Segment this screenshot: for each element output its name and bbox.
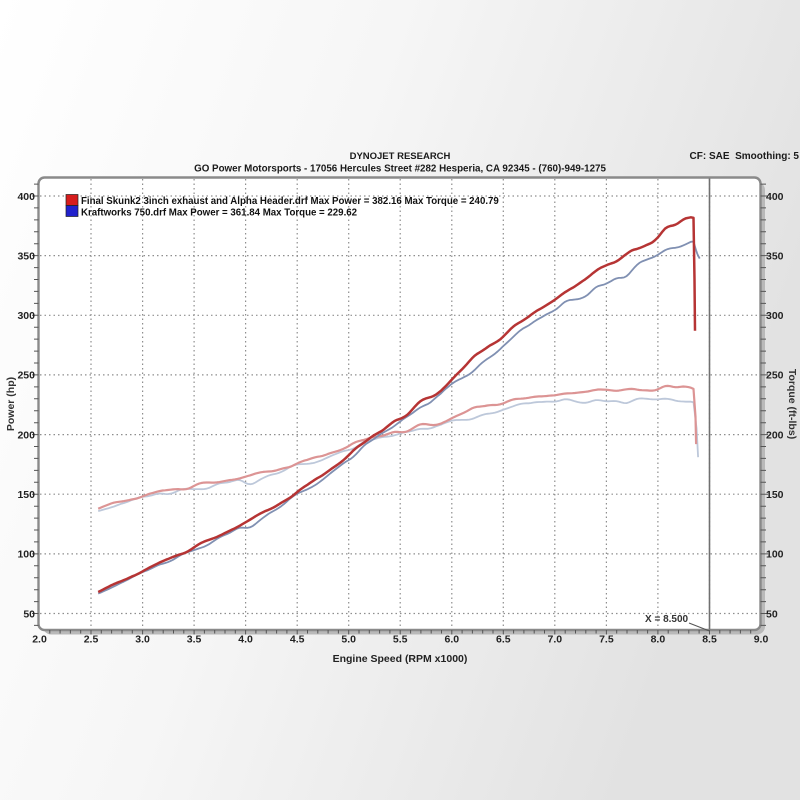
svg-text:6.0: 6.0 — [444, 634, 459, 646]
svg-text:CF: SAE Smoothing: 5: CF: SAE Smoothing: 5 — [690, 151, 800, 162]
svg-text:7.5: 7.5 — [599, 634, 614, 646]
svg-text:Torque (ft-lbs): Torque (ft-lbs) — [786, 369, 798, 439]
svg-text:5.5: 5.5 — [393, 634, 408, 646]
svg-text:50: 50 — [766, 608, 778, 620]
svg-text:6.5: 6.5 — [496, 634, 511, 646]
svg-text:Power (hp): Power (hp) — [5, 377, 17, 431]
svg-text:2.5: 2.5 — [84, 634, 99, 646]
svg-text:GO Power Motorsports - 17056 H: GO Power Motorsports - 17056 Hercules St… — [194, 164, 606, 175]
svg-text:300: 300 — [766, 310, 784, 322]
svg-text:8.5: 8.5 — [702, 634, 717, 646]
svg-text:200: 200 — [17, 429, 35, 441]
svg-text:5.0: 5.0 — [341, 634, 356, 646]
svg-text:2.0: 2.0 — [32, 634, 47, 646]
svg-text:Kraftworks 750.drf Max Power =: Kraftworks 750.drf Max Power = 361.84 Ma… — [81, 208, 357, 219]
svg-text:8.0: 8.0 — [651, 634, 666, 646]
svg-text:Final Skunk2 3inch exhaust and: Final Skunk2 3inch exhaust and Alpha Hea… — [81, 196, 499, 207]
svg-text:400: 400 — [17, 191, 35, 203]
svg-text:4.0: 4.0 — [238, 634, 253, 646]
svg-text:Engine Speed (RPM x1000): Engine Speed (RPM x1000) — [333, 653, 468, 665]
svg-text:3.5: 3.5 — [187, 634, 202, 646]
svg-text:400: 400 — [766, 191, 784, 203]
svg-text:X = 8.500: X = 8.500 — [645, 614, 689, 625]
svg-text:150: 150 — [17, 489, 35, 501]
svg-text:250: 250 — [766, 370, 784, 382]
svg-text:200: 200 — [766, 429, 784, 441]
svg-text:100: 100 — [766, 549, 784, 561]
svg-text:250: 250 — [17, 370, 35, 382]
svg-text:DYNOJET RESEARCH: DYNOJET RESEARCH — [350, 151, 451, 162]
svg-text:150: 150 — [766, 489, 784, 501]
svg-text:300: 300 — [17, 310, 35, 322]
svg-text:50: 50 — [23, 608, 35, 620]
svg-text:350: 350 — [17, 250, 35, 262]
svg-text:3.0: 3.0 — [135, 634, 150, 646]
svg-text:100: 100 — [17, 549, 35, 561]
svg-text:350: 350 — [766, 250, 784, 262]
svg-text:7.0: 7.0 — [547, 634, 562, 646]
svg-text:9.0: 9.0 — [754, 634, 769, 646]
svg-text:4.5: 4.5 — [290, 634, 305, 646]
